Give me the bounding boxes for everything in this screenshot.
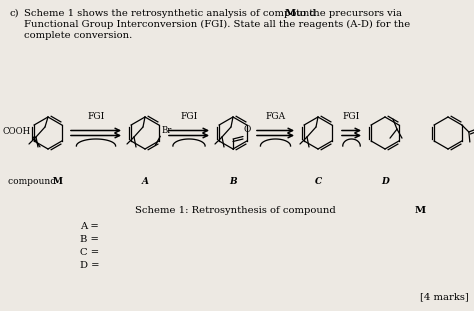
Text: COOH: COOH bbox=[3, 127, 31, 136]
Text: to the precursors via: to the precursors via bbox=[293, 9, 402, 18]
Text: B =: B = bbox=[80, 235, 99, 244]
Text: D =: D = bbox=[80, 261, 100, 270]
Text: A =: A = bbox=[80, 222, 99, 231]
Text: [4 marks]: [4 marks] bbox=[420, 292, 469, 301]
Text: Scheme 1 shows the retrosynthetic analysis of compound: Scheme 1 shows the retrosynthetic analys… bbox=[24, 9, 319, 18]
Text: Functional Group Interconversion (FGI). State all the reagents (A-D) for the: Functional Group Interconversion (FGI). … bbox=[24, 20, 410, 29]
Text: A: A bbox=[142, 177, 148, 186]
Text: M: M bbox=[415, 206, 426, 215]
Text: FGA: FGA bbox=[265, 112, 285, 121]
Text: Br: Br bbox=[161, 126, 172, 135]
Text: complete conversion.: complete conversion. bbox=[24, 31, 132, 40]
Text: C =: C = bbox=[80, 248, 99, 257]
Text: compound: compound bbox=[8, 177, 59, 186]
Text: O: O bbox=[244, 125, 251, 134]
Text: Scheme 1: Retrosynthesis of compound: Scheme 1: Retrosynthesis of compound bbox=[135, 206, 339, 215]
Text: c): c) bbox=[10, 9, 19, 18]
Text: D: D bbox=[381, 177, 389, 186]
Text: B: B bbox=[229, 177, 237, 186]
Text: FGI: FGI bbox=[343, 112, 360, 121]
Text: M: M bbox=[53, 177, 63, 186]
Text: C: C bbox=[314, 177, 321, 186]
Text: FGI: FGI bbox=[87, 112, 105, 121]
Text: FGI: FGI bbox=[181, 112, 198, 121]
Text: M: M bbox=[285, 9, 296, 18]
